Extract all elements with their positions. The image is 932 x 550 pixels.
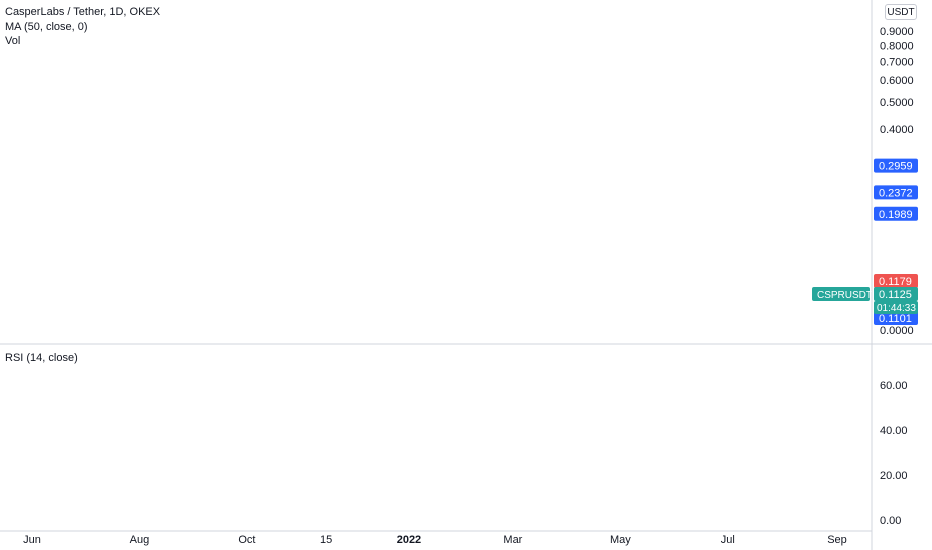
price-badge-label: 0.1179 — [879, 276, 912, 288]
ma-legend[interactable]: MA (50, close, 0) — [5, 21, 88, 33]
rsi-tick-label: 20.00 — [880, 470, 908, 482]
price-tick-label: 0.0000 — [880, 325, 914, 337]
price-badge — [874, 311, 918, 325]
price-badge — [874, 158, 918, 173]
rsi-tick-label: 60.00 — [880, 380, 908, 392]
rsi-tick-label: 0.00 — [880, 515, 901, 527]
price-tick-label: 0.4000 — [880, 124, 914, 136]
time-tick-label: Jun — [23, 534, 41, 546]
price-badge — [874, 185, 918, 200]
time-tick-label: 2022 — [397, 534, 421, 546]
price-badge — [874, 206, 918, 221]
price-badge-label: 0.2959 — [879, 161, 913, 173]
price-badge-label: 0.1101 — [879, 313, 912, 325]
time-tick-label: Oct — [238, 534, 255, 546]
countdown-label: 01:44:33 — [877, 303, 916, 314]
price-badge-label: 0.2372 — [879, 187, 913, 199]
vol-legend[interactable]: Vol — [5, 35, 21, 47]
time-tick-label: Aug — [130, 534, 150, 546]
time-tick-label: Jul — [721, 534, 735, 546]
time-tick-label: 15 — [320, 534, 332, 546]
price-tick-label: 0.8000 — [880, 40, 914, 52]
rsi-legend[interactable]: RSI (14, close) — [5, 352, 78, 364]
countdown-badge — [874, 301, 918, 314]
time-tick-label: May — [610, 534, 631, 546]
symbol-badge-label: CSPRUSDT — [817, 290, 872, 301]
currency-button[interactable]: USDT — [885, 4, 917, 20]
symbol-title: CasperLabs / Tether, 1D, OKEX — [5, 6, 161, 18]
price-tick-label: 0.9000 — [880, 26, 914, 38]
price-badge — [874, 274, 918, 288]
price-badge-label: 0.1125 — [879, 289, 912, 301]
price-tick-label: 0.5000 — [880, 97, 914, 109]
time-tick-label: Sep — [827, 534, 847, 546]
price-tick-label: 0.7000 — [880, 56, 914, 68]
rsi-tick-label: 40.00 — [880, 425, 908, 437]
price-badge-label: 0.1989 — [879, 209, 913, 221]
price-badge — [874, 287, 918, 301]
symbol-badge — [812, 287, 870, 301]
price-tick-label: 0.6000 — [880, 75, 914, 87]
time-tick-label: Mar — [503, 534, 522, 546]
